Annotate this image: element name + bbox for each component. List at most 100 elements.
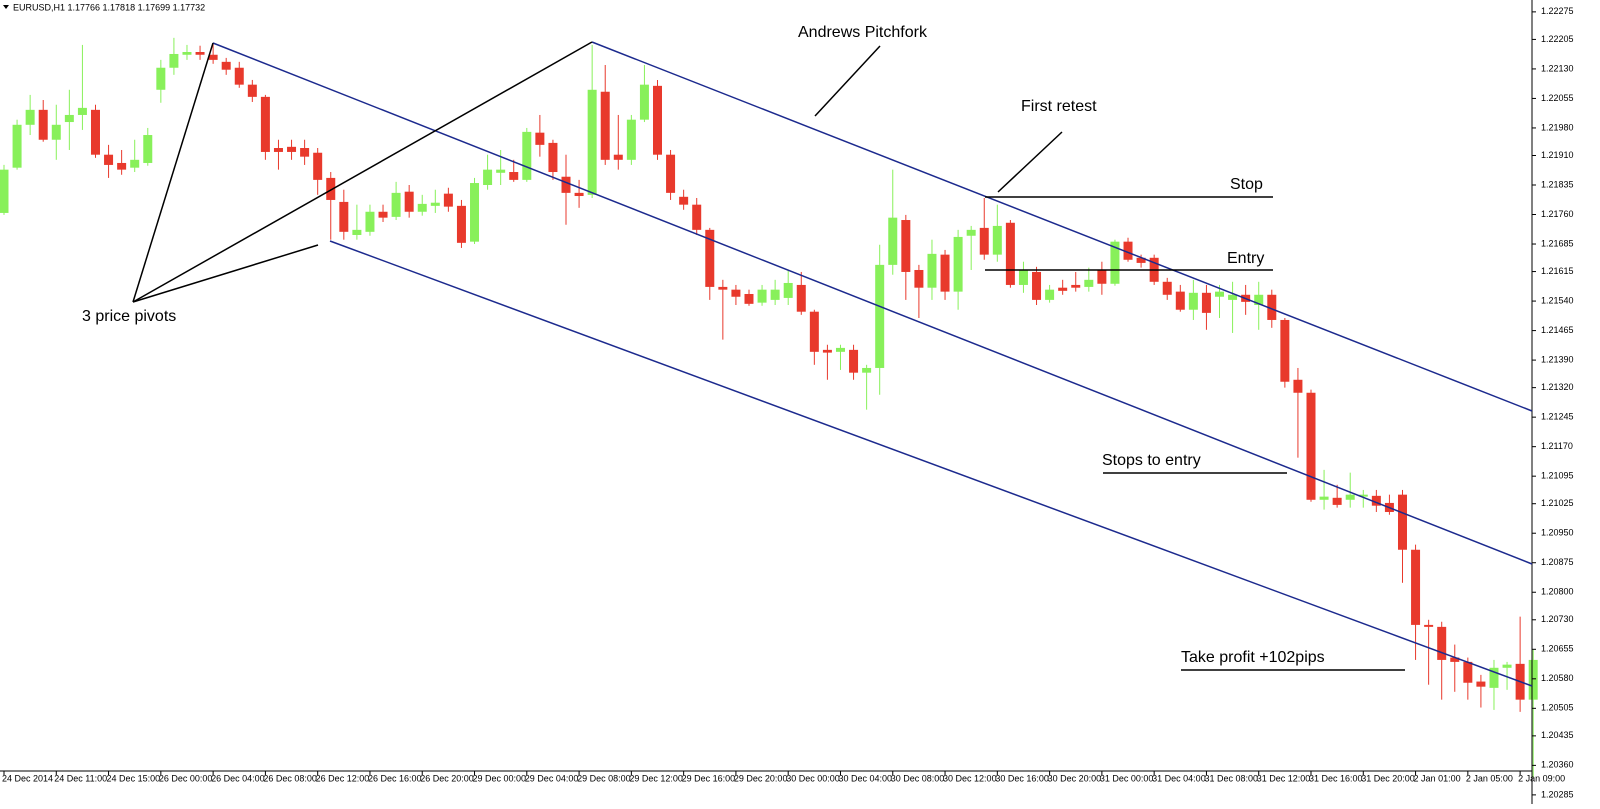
y-tick-label: 1.22055 xyxy=(1541,93,1574,103)
y-tick-label: 1.21320 xyxy=(1541,382,1574,392)
candle-body xyxy=(587,89,597,195)
pitchfork-median xyxy=(212,42,1533,565)
annotation: Stop xyxy=(1230,176,1263,193)
pitchfork-upper xyxy=(591,41,1533,412)
candle-body xyxy=(1188,292,1198,310)
candle-body xyxy=(1045,289,1055,300)
candle-body xyxy=(705,229,715,287)
candle-body xyxy=(783,282,793,298)
candle-body xyxy=(992,225,1002,255)
candle-body xyxy=(1084,279,1094,287)
x-tick-label: 29 Dec 12:00 xyxy=(629,773,683,783)
pivot-pointer xyxy=(132,42,214,303)
candle-body xyxy=(1397,494,1407,550)
candle-body xyxy=(496,169,506,173)
x-tick-label: 30 Dec 00:00 xyxy=(786,773,840,783)
candle-body xyxy=(1345,494,1355,500)
candle-body xyxy=(940,254,950,292)
annotation: 3 price pivots xyxy=(82,308,176,325)
annotation-lines xyxy=(132,41,1405,671)
candle-body xyxy=(1123,241,1133,260)
x-tick-label: 26 Dec 04:00 xyxy=(211,773,265,783)
candle-body xyxy=(849,349,859,373)
candle-body xyxy=(1228,294,1238,300)
candle-body xyxy=(835,347,845,352)
candle-body xyxy=(1215,291,1225,297)
candle-body xyxy=(522,131,532,180)
y-tick-label: 1.20950 xyxy=(1541,528,1574,538)
y-tick-label: 1.20285 xyxy=(1541,789,1574,799)
candle-body xyxy=(770,289,780,300)
candle-body xyxy=(1018,269,1028,285)
x-tick-label: 24 Dec 11:00 xyxy=(54,773,107,783)
candle-body xyxy=(38,109,48,140)
candle-body xyxy=(208,54,218,60)
candle-body xyxy=(1136,257,1146,263)
x-tick-label: 29 Dec 08:00 xyxy=(577,773,631,783)
y-tick-label: 1.21685 xyxy=(1541,238,1574,248)
candle-body xyxy=(273,148,283,152)
pitchfork xyxy=(212,41,1533,687)
y-tick-label: 1.21245 xyxy=(1541,412,1574,422)
candle-body xyxy=(90,109,100,155)
candle-body xyxy=(169,53,179,68)
x-tick-label: 29 Dec 04:00 xyxy=(525,773,579,783)
y-tick-label: 1.22205 xyxy=(1541,34,1574,44)
annotation: Andrews Pitchfork xyxy=(798,24,928,41)
candle-body xyxy=(326,177,336,200)
candle-body xyxy=(1032,271,1042,300)
y-tick-label: 1.20875 xyxy=(1541,557,1574,567)
candle-body xyxy=(888,217,898,265)
candle-body xyxy=(195,52,205,55)
candle-body xyxy=(639,84,649,120)
y-tick-label: 1.20505 xyxy=(1541,703,1574,713)
candles xyxy=(0,37,1538,778)
y-tick-label: 1.20655 xyxy=(1541,644,1574,654)
candle-body xyxy=(1175,291,1185,310)
label-pointer xyxy=(814,45,881,117)
pivot-pointer xyxy=(132,244,319,303)
candle-body xyxy=(1005,222,1015,285)
candle-body xyxy=(25,109,35,125)
candle-body xyxy=(313,152,323,180)
candle-body xyxy=(77,107,87,115)
candle-body xyxy=(796,284,806,312)
candle-body xyxy=(1293,379,1303,393)
candle-body xyxy=(1319,496,1329,500)
header: EURUSD,H1 1.17766 1.17818 1.17699 1.1773… xyxy=(13,2,205,12)
y-tick-label: 1.21835 xyxy=(1541,179,1574,189)
candle-body xyxy=(822,349,832,353)
candle-body xyxy=(1476,681,1486,687)
x-tick-label: 29 Dec 20:00 xyxy=(734,773,788,783)
candle-body xyxy=(731,289,741,297)
y-tick-label: 1.21540 xyxy=(1541,295,1574,305)
annotation: First retest xyxy=(1021,98,1097,115)
candle-body xyxy=(1058,287,1068,291)
candle-body xyxy=(1201,292,1211,313)
candle-body xyxy=(456,205,466,243)
candle-body xyxy=(1437,626,1447,660)
candle-body xyxy=(1502,664,1512,668)
candle-body xyxy=(718,286,728,290)
candle-body xyxy=(1528,659,1538,700)
y-tick-label: 1.21390 xyxy=(1541,354,1574,364)
x-tick-label: 31 Dec 08:00 xyxy=(1204,773,1258,783)
pivot-pointer xyxy=(132,41,593,303)
candle-body xyxy=(1254,294,1264,306)
candle-body xyxy=(443,193,453,207)
y-tick-label: 1.21095 xyxy=(1541,471,1574,481)
candle-body xyxy=(1162,281,1172,295)
candle-body xyxy=(626,119,636,160)
x-tick-label: 31 Dec 04:00 xyxy=(1152,773,1206,783)
label-pointer xyxy=(997,131,1063,193)
candle-body xyxy=(352,229,362,235)
candle-body xyxy=(287,146,297,152)
candle-body xyxy=(483,169,493,185)
candle-body xyxy=(0,169,9,213)
candle-body xyxy=(300,148,310,157)
candle-body xyxy=(1267,294,1277,320)
y-tick-label: 1.21980 xyxy=(1541,122,1574,132)
